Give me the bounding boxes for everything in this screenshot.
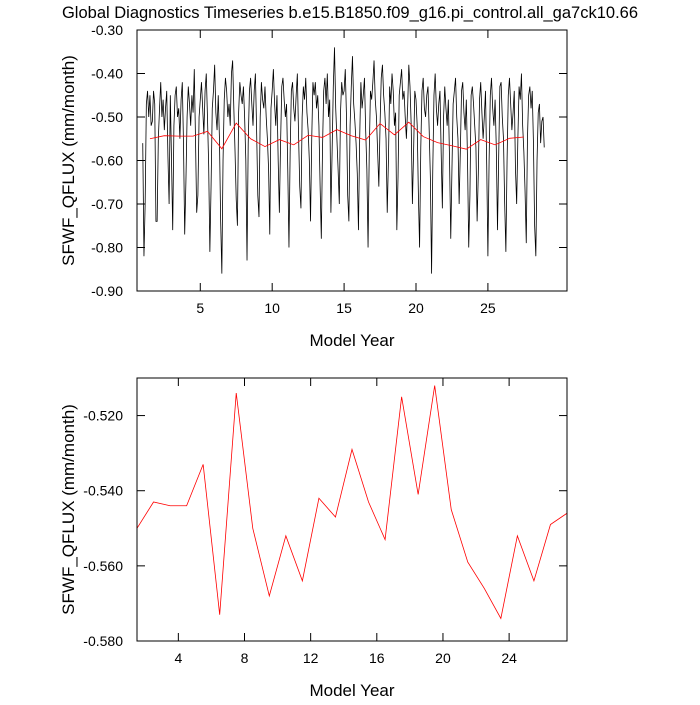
y-tick-label: -0.50 [91,109,123,125]
y-tick-label: -0.90 [91,283,123,299]
y-tick-label: -0.80 [91,240,123,256]
x-tick-label: 4 [174,650,182,666]
y-tick-label: -0.70 [91,196,123,212]
y-tick-label: -0.30 [91,22,123,38]
panel: Global Diagnostics Timeseries b.e15.B185… [59,4,638,350]
x-tick-label: 5 [196,300,204,316]
x-tick-label: 24 [501,650,517,666]
plot-frame [136,377,568,642]
plot-frame [136,29,568,292]
x-tick-label: 10 [264,300,280,316]
y-tick-label: -0.580 [83,633,123,649]
x-tick-label: 8 [241,650,249,666]
data-line [136,385,568,620]
y-tick-label: -0.520 [83,408,123,424]
x-axis-label: Model Year [309,681,394,700]
y-axis-label: SFWF_QFLUX (mm/month) [59,404,78,615]
y-tick-label: -0.560 [83,558,123,574]
data-line [149,121,524,150]
x-tick-label: 20 [435,650,451,666]
panel: -0.580 -0.560 -0.540 -0.520 4 8 12 16 20 24 Model … [59,377,568,700]
x-tick-label: 16 [369,650,385,666]
y-tick-label: -0.40 [91,66,123,82]
x-axis-label: Model Year [309,331,394,350]
x-tick-label: 20 [408,300,424,316]
y-tick-label: -0.540 [83,483,123,499]
chart-title: Global Diagnostics Timeseries b.e15.B185… [62,4,638,22]
x-tick-label: 15 [336,300,352,316]
data-line [142,47,545,274]
x-tick-label: 12 [303,650,319,666]
y-axis-label: SFWF_QFLUX (mm/month) [59,55,78,266]
x-tick-label: 25 [480,300,496,316]
y-tick-label: -0.60 [91,153,123,169]
